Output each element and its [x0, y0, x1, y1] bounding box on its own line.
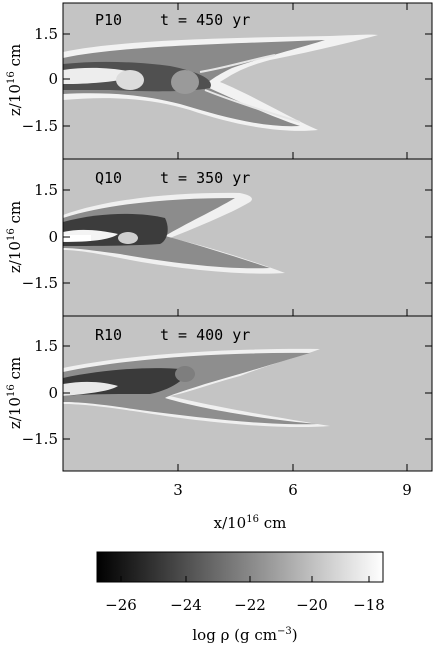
- y-tick-r10-top: 1.5: [34, 337, 58, 355]
- panel-p10-label: P10: [95, 11, 122, 29]
- panel-r10-time: t = 400 yr: [160, 326, 250, 344]
- panel-q10-time: t = 350 yr: [160, 169, 250, 187]
- panel-p10: P10 t = 450 yr: [62, 2, 433, 160]
- y-axis-label-p10: z/1016 cm: [6, 44, 24, 116]
- colorbar-tick-20: −20: [296, 596, 328, 614]
- y-tick-q10-mid: 0: [48, 228, 58, 246]
- y-tick-p10-mid: 0: [48, 70, 58, 88]
- colorbar: −26 −24 −22 −20 −18 log ρ (g cm−3): [96, 551, 385, 644]
- colorbar-label-end: ): [292, 626, 298, 644]
- panel-r10-jet-image: [63, 348, 330, 428]
- y-axis-label-r10: z/1016 cm: [6, 357, 24, 429]
- colorbar-tick-26: −26: [105, 596, 137, 614]
- colorbar-tick-22: −22: [234, 596, 266, 614]
- y-label-main: z/10: [6, 397, 24, 429]
- y-label-unit: cm: [6, 201, 24, 228]
- panel-p10-time: t = 450 yr: [160, 11, 250, 29]
- panel-r10: R10 t = 400 yr: [62, 315, 433, 472]
- y-tick-r10-mid: 0: [48, 384, 58, 402]
- y-axis-labels: z/1016 cm z/1016 cm z/1016 cm: [6, 44, 24, 429]
- y-tick-p10-bot: −1.5: [22, 117, 58, 135]
- colorbar-label-main: log ρ (g cm: [192, 626, 277, 644]
- y-tick-p10-top: 1.5: [34, 25, 58, 43]
- y-label-unit: cm: [6, 44, 24, 71]
- x-tick-6: 6: [288, 481, 298, 499]
- y-tick-labels: 1.5 0 −1.5 1.5 0 −1.5 1.5 0 −1.5: [22, 25, 58, 448]
- panel-q10: Q10 t = 350 yr: [62, 158, 433, 317]
- x-axis: 3 6 9 x/1016 cm: [173, 481, 412, 532]
- panel-q10-label: Q10: [95, 169, 122, 187]
- y-tick-q10-top: 1.5: [34, 181, 58, 199]
- x-tick-9: 9: [402, 481, 412, 499]
- colorbar-gradient: [96, 551, 384, 583]
- panel-p10-jet-image: [63, 34, 378, 131]
- y-label-exp: 16: [6, 71, 17, 84]
- y-label-main: z/10: [6, 241, 24, 273]
- x-label-unit: cm: [259, 514, 286, 532]
- colorbar-label: log ρ (g cm−3): [192, 626, 297, 644]
- y-tick-r10-bot: −1.5: [22, 430, 58, 448]
- x-label-exp: 16: [246, 514, 259, 525]
- panel-r10-label: R10: [95, 326, 122, 344]
- x-label-main: x/10: [214, 514, 247, 532]
- x-tick-3: 3: [173, 481, 183, 499]
- colorbar-label-exp: −3: [277, 626, 292, 637]
- colorbar-tick-18: −18: [353, 596, 385, 614]
- y-label-main: z/10: [6, 84, 24, 116]
- y-axis-label-q10: z/1016 cm: [6, 201, 24, 273]
- axis-ticks: [63, 3, 432, 471]
- y-label-exp: 16: [6, 384, 17, 397]
- y-tick-q10-bot: −1.5: [22, 274, 58, 292]
- x-axis-label: x/1016 cm: [214, 514, 287, 532]
- colorbar-tick-24: −24: [170, 596, 202, 614]
- y-label-exp: 16: [6, 228, 17, 241]
- panel-q10-jet-image: [63, 192, 285, 274]
- y-label-unit: cm: [6, 357, 24, 384]
